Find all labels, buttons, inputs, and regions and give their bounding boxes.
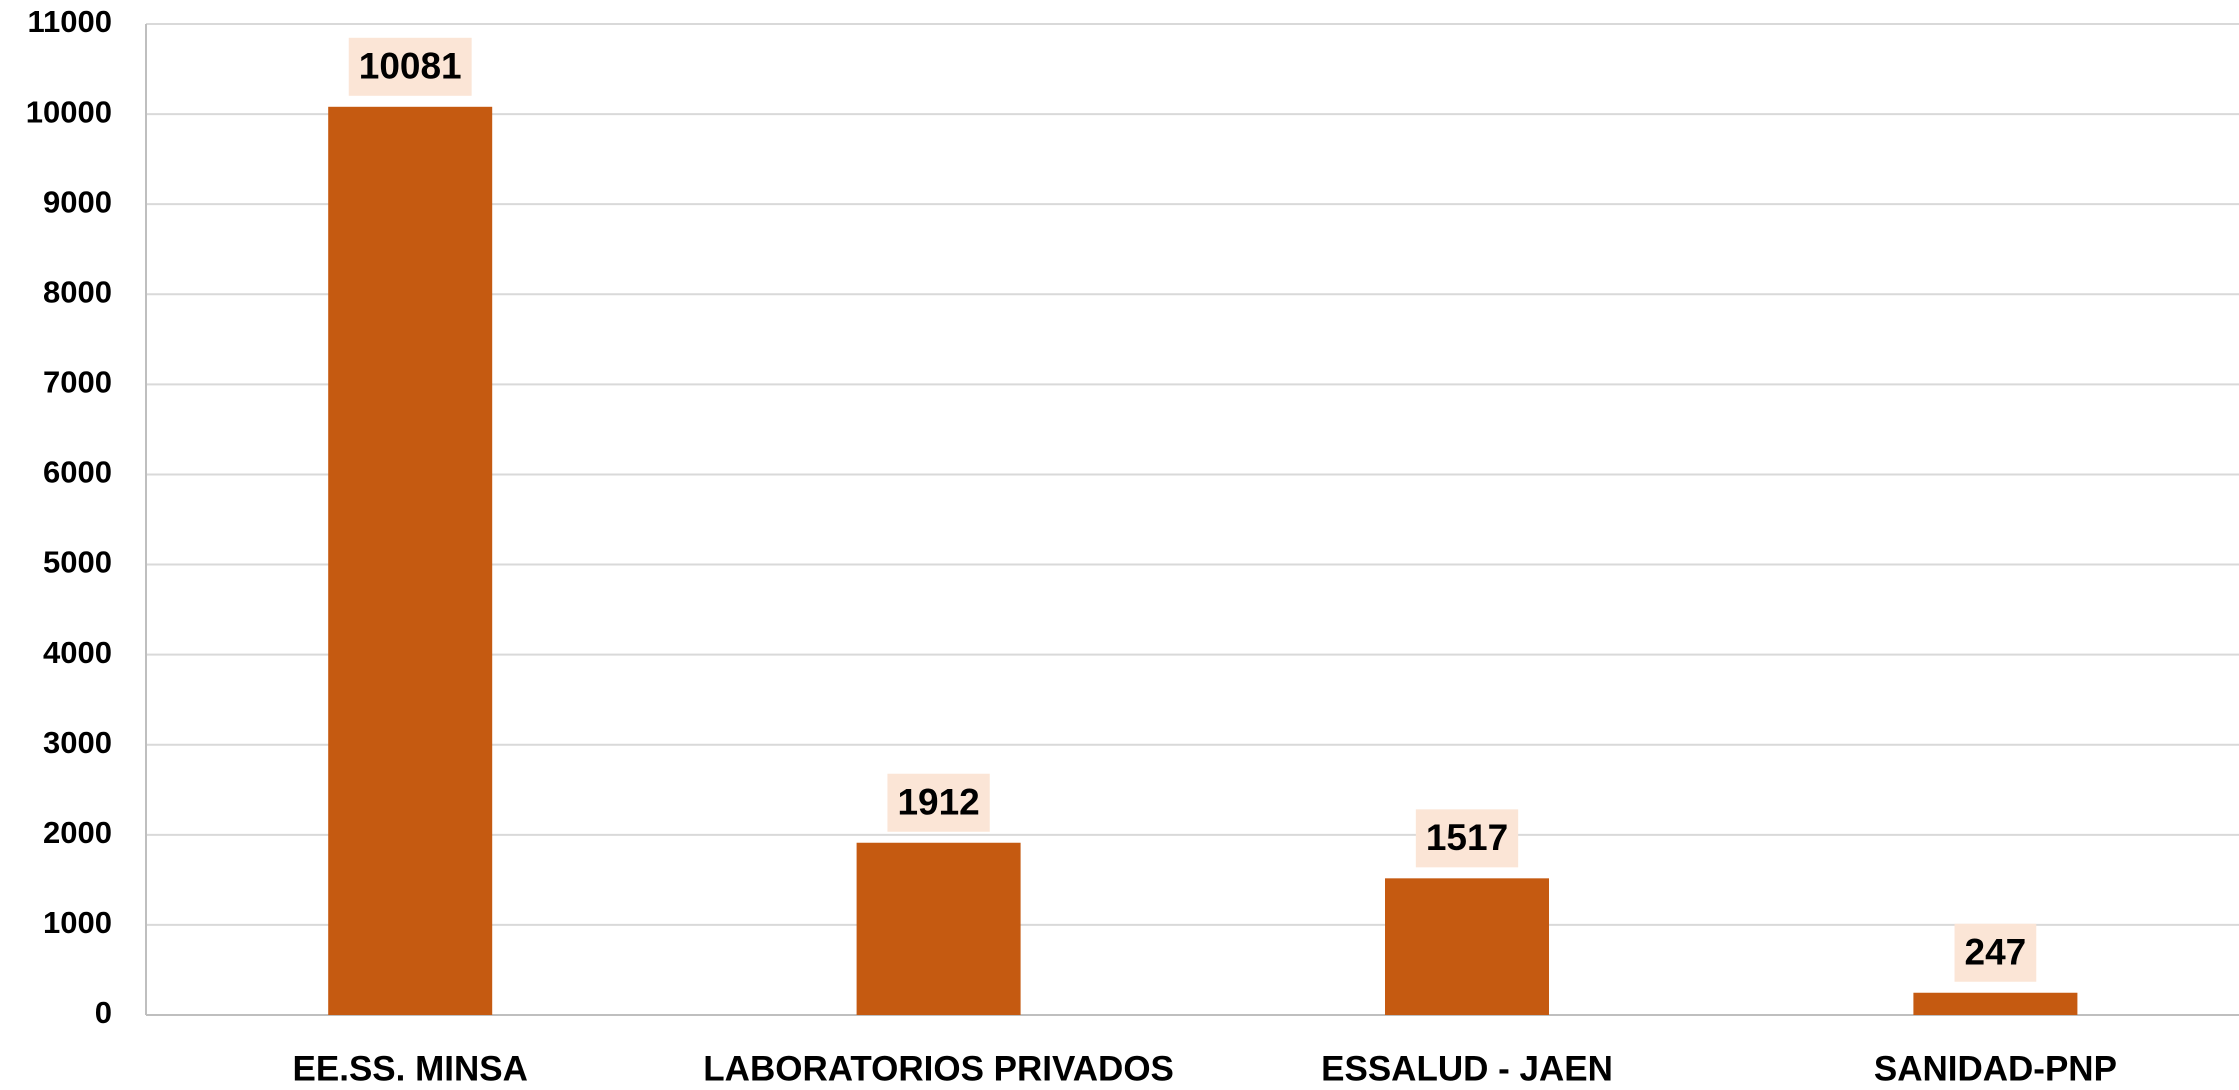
y-tick-label: 2000 (43, 815, 112, 850)
y-tick-label: 9000 (43, 184, 112, 219)
y-tick-label: 10000 (26, 94, 112, 129)
x-tick-label: LABORATORIOS PRIVADOS (703, 1049, 1174, 1088)
bar (1385, 878, 1549, 1015)
y-tick-label: 11000 (28, 4, 113, 39)
value-label-bg (1415, 809, 1519, 868)
value-label-bg (348, 37, 472, 96)
y-tick-label: 5000 (43, 545, 112, 580)
y-tick-label: 0 (95, 995, 112, 1030)
bar (328, 106, 493, 1015)
x-tick-label: ESSALUD - JAEN (1321, 1049, 1613, 1088)
y-tick-label: 1000 (43, 905, 112, 940)
y-tick-label: 4000 (43, 635, 112, 670)
y-tick-label: 3000 (43, 725, 112, 760)
value-label: 1517 (1426, 817, 1508, 858)
value-label: 1912 (897, 782, 979, 823)
bar (1913, 992, 2078, 1015)
y-tick-label: 7000 (43, 365, 112, 400)
value-label-bg (1954, 923, 2037, 982)
value-label: 247 (1965, 932, 2027, 973)
y-tick-label: 6000 (43, 455, 112, 490)
x-tick-label: SANIDAD-PNP (1874, 1049, 2117, 1088)
value-label: 10081 (359, 46, 462, 87)
value-label-bg (887, 773, 990, 832)
x-tick-label: EE.SS. MINSA (293, 1049, 528, 1088)
y-tick-label: 8000 (43, 274, 112, 309)
bar (856, 842, 1021, 1015)
